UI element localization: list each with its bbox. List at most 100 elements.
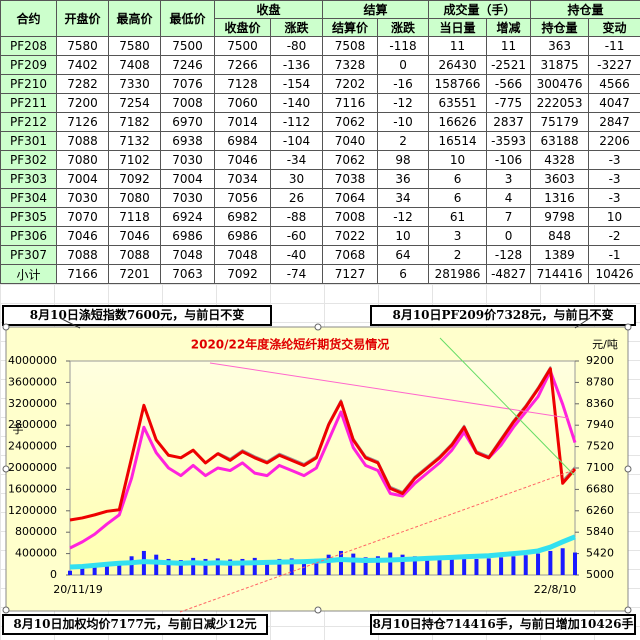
table-cell: 7080 [108, 188, 161, 208]
table-cell: 63551 [428, 93, 488, 113]
table-cell: 16514 [428, 131, 488, 151]
table-cell: -4827 [486, 264, 532, 284]
volume-bar [499, 557, 504, 575]
annotation: 8月10日涤短指数7600元，与前日不变 [2, 305, 272, 326]
volume-bar [68, 570, 72, 575]
y-tick-label: 2000000 [8, 461, 57, 474]
y-tick-label: 3200000 [8, 397, 57, 410]
y2-tick-label: 5840 [586, 525, 614, 538]
table-cell: 2837 [486, 112, 532, 132]
table-cell: 6982 [214, 207, 271, 227]
table-cell: 7282 [56, 74, 109, 94]
table-cell: 4047 [588, 93, 640, 113]
header-cell: 涨跌 [269, 18, 324, 37]
table-cell: -104 [269, 131, 324, 151]
table-cell: PF210 [0, 74, 57, 94]
table-cell: 363 [530, 36, 590, 56]
table-cell: PF303 [0, 169, 57, 189]
table-cell: 36 [377, 169, 430, 189]
table-cell: -154 [269, 74, 324, 94]
header-cell: 结算 [322, 0, 430, 19]
y2-tick-label: 9200 [586, 354, 614, 367]
table-cell: 11 [486, 36, 532, 56]
table-cell: 7200 [56, 93, 109, 113]
annotation: 8月10日PF209价7328元，与前日不变 [370, 305, 636, 326]
table-cell: 7048 [160, 245, 215, 265]
y-tick-label: 1200000 [8, 504, 57, 517]
header-cell: 收盘 [213, 0, 324, 19]
volume-bar [388, 552, 393, 575]
y-axis-label: 手 [13, 422, 24, 436]
annotation: 8月10日加权均价7177元，与前日减少12元 [2, 614, 268, 635]
table-cell: 64 [377, 245, 430, 265]
table-cell: 7266 [214, 55, 271, 75]
x-tick-label: 22/8/10 [534, 583, 576, 596]
table-cell: PF211 [0, 93, 57, 113]
plot-area [69, 360, 576, 576]
table-cell: 300476 [530, 74, 590, 94]
table-cell: 7076 [160, 74, 215, 94]
table-cell: 7328 [322, 55, 379, 75]
volume-bar [511, 556, 516, 575]
table-cell: -2521 [486, 55, 532, 75]
table-cell: 7127 [322, 264, 379, 284]
table-cell: PF209 [0, 55, 57, 75]
y2-tick-label: 7100 [586, 461, 614, 474]
table-cell: 7500 [214, 36, 271, 56]
table-cell: 281986 [428, 264, 488, 284]
volume-bar [560, 548, 565, 575]
table-cell: 63188 [530, 131, 590, 151]
table-cell: PF305 [0, 207, 57, 227]
volume-bar [326, 554, 331, 575]
annotation: 8月10日持仓714416手，与前日增加10426手 [370, 614, 636, 635]
table-cell: 7080 [56, 150, 109, 170]
volume-bar [548, 550, 553, 575]
header-cell: 最低价 [160, 0, 215, 37]
y-tick-label: 3600000 [8, 375, 57, 388]
volume-bar [154, 554, 159, 575]
table-cell: 7070 [56, 207, 109, 227]
volume-bar [117, 564, 122, 575]
volume-bar [536, 553, 541, 575]
volume-bar [523, 555, 528, 575]
volume-bar [92, 566, 97, 575]
table-cell: 7092 [108, 169, 161, 189]
table-cell: -106 [486, 150, 532, 170]
volume-bar [104, 565, 109, 575]
table-cell: -775 [486, 93, 532, 113]
table-cell: -112 [269, 112, 324, 132]
volume-bar [486, 558, 491, 575]
y2-axis-label: 元/吨 [592, 338, 618, 351]
y2-tick-label: 7940 [586, 418, 614, 431]
header-cell: 变动 [588, 18, 640, 37]
y-tick-label: 4000000 [8, 354, 57, 367]
table-cell: 7034 [214, 169, 271, 189]
volume-bar [80, 568, 85, 575]
table-cell: 1316 [530, 188, 590, 208]
volume-bar [351, 553, 356, 575]
y2-tick-label: 6260 [586, 504, 614, 517]
table-cell: -3227 [588, 55, 640, 75]
table-cell: 7008 [160, 93, 215, 113]
y2-tick-label: 5420 [586, 547, 614, 560]
volume-bar [573, 552, 577, 575]
volume-bar [166, 558, 171, 575]
chart-title: 2020/22年度涤纶短纤期货交易情况 [191, 337, 389, 352]
table-cell: 7068 [322, 245, 379, 265]
header-cell: 增减 [486, 18, 532, 37]
volume-bar [338, 550, 343, 575]
table-cell: 2847 [588, 112, 640, 132]
table-cell: 7092 [214, 264, 271, 284]
header-cell: 收盘价 [214, 18, 271, 37]
header-cell: 结算价 [322, 18, 379, 37]
table-cell: 7088 [56, 131, 109, 151]
header-cell: 成交量（手） [428, 0, 532, 19]
table-cell: 2206 [588, 131, 640, 151]
table-cell: -136 [269, 55, 324, 75]
x-tick-label: 20/11/19 [53, 583, 102, 596]
header-cell: 涨跌 [377, 18, 430, 37]
y-tick-label: 400000 [15, 547, 57, 560]
table-cell: 7046 [108, 226, 161, 246]
table-cell: 7202 [322, 74, 379, 94]
